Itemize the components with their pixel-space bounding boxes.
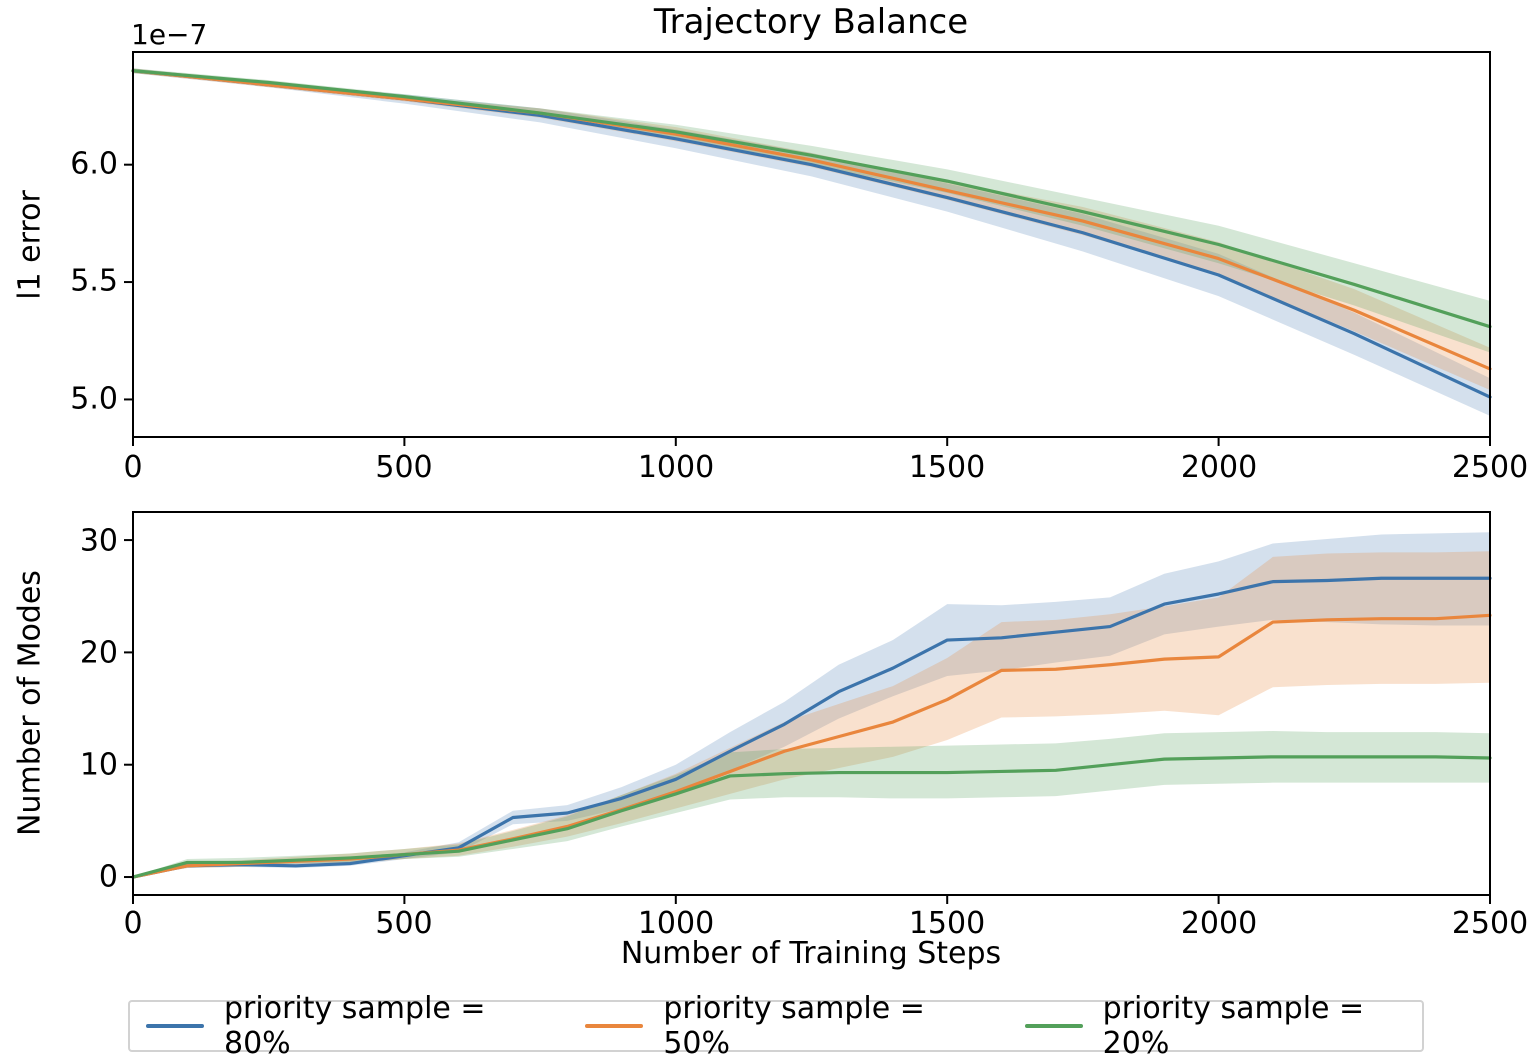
bottom-xtick-label: 0 [123, 906, 143, 941]
legend-label: priority sample = 80% [224, 991, 486, 1061]
band-80pct [133, 532, 1490, 878]
legend-item-priority-50: priority sample = 50% [585, 991, 966, 1061]
y-axis-offset-text: 1e−7 [131, 18, 208, 51]
bottom-ytick-label: 0 [98, 859, 118, 895]
top-xtick-label: 2500 [1451, 450, 1528, 485]
axes-spines [132, 511, 1491, 896]
top-ytick-label: 5.0 [70, 381, 118, 417]
top-xtick-label: 2000 [1180, 450, 1258, 485]
series-line-80pct [131, 576, 1492, 879]
bottom-ytick-label: 10 [79, 747, 118, 783]
bottom-xtick-label: 1000 [637, 906, 715, 941]
band-20pct [133, 731, 1490, 878]
top-xtick-label: 500 [375, 450, 433, 485]
top-xtick-label: 1500 [908, 450, 986, 485]
bottom-xtick-label: 1500 [908, 906, 986, 941]
axes-spines [132, 51, 1491, 438]
legend-swatch-2 [1024, 1024, 1083, 1028]
legend: priority sample = 80% priority sample = … [128, 991, 1424, 1061]
bottom-ytick-label: 20 [79, 635, 118, 671]
x-axis-label: Number of Training Steps [620, 936, 1002, 971]
bottom-xtick-label: 2000 [1180, 906, 1258, 941]
top-xtick-label: 1000 [637, 450, 715, 485]
series-line-50pct [131, 69, 1492, 371]
band-50pct [133, 68, 1490, 391]
legend-swatch-0 [146, 1024, 204, 1028]
bottom-xtick-label: 500 [375, 906, 433, 941]
bottom-xtick-label: 2500 [1451, 906, 1528, 941]
bottom-ylabel: Number of Modes [12, 570, 48, 836]
legend-label: priority sample = 20% [1102, 991, 1365, 1061]
legend-swatch-1 [585, 1024, 644, 1028]
bottom-ytick-label: 30 [79, 523, 118, 559]
series-line-80pct [131, 69, 1492, 399]
top-xtick-label: 0 [123, 450, 143, 485]
top-ytick-label: 5.5 [70, 263, 118, 299]
legend-item-priority-20: priority sample = 20% [1024, 991, 1406, 1061]
legend-label: priority sample = 50% [663, 991, 925, 1061]
chart-title: Trajectory Balance [653, 2, 969, 42]
series-line-20pct [131, 69, 1492, 329]
series-line-20pct [131, 755, 1492, 879]
top-ylabel: l1 error [12, 190, 48, 300]
band-50pct [133, 551, 1490, 878]
top-ytick-label: 6.0 [70, 146, 118, 182]
legend-item-priority-80: priority sample = 80% [146, 991, 527, 1061]
band-80pct [133, 68, 1490, 416]
